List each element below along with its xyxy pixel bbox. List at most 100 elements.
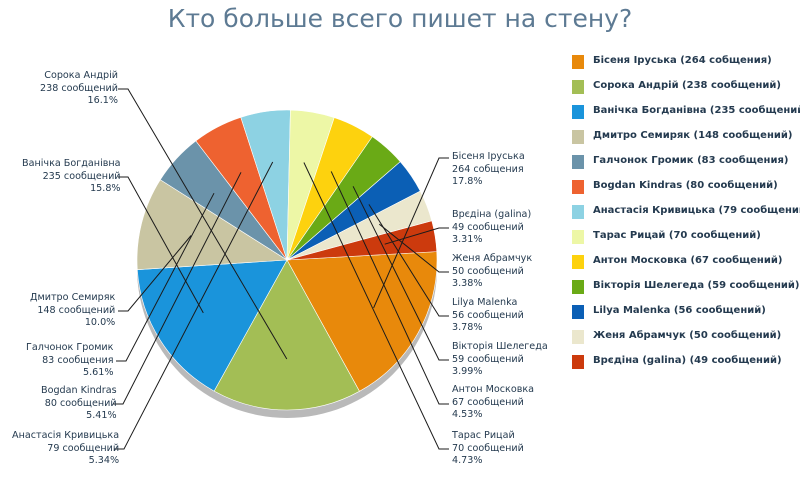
slice-label-count: 83 сообщения (42, 354, 114, 366)
legend-item: Анастасія Кривицька (79 сообщений) (571, 204, 800, 229)
slice-label-count: 50 сообщений (452, 265, 524, 277)
legend-swatch (572, 230, 584, 244)
slice-label-count: 80 сообщений (44, 397, 117, 409)
slice-label-count: 79 сообщений (47, 442, 120, 454)
slice-label-name: Bogdan Kindras (41, 385, 117, 396)
legend-item: Bogdan Kindras (80 сообщений) (571, 179, 800, 204)
legend-label: Анастасія Кривицька (79 сообщений) (593, 205, 800, 216)
slice-label-name: Сорока Андрій (44, 70, 118, 81)
slice-label: Вікторія Шелегеда 59 сообщений 3.99% (452, 341, 548, 379)
legend-label: Женя Абрамчук (50 сообщений) (593, 330, 782, 341)
slice-label-name: Тарас Рицай (452, 430, 515, 441)
legend-swatch (572, 55, 584, 69)
slice-label-percent: 16.1% (87, 95, 118, 106)
legend-swatch (572, 180, 584, 194)
slice-label: Антон Московка 67 сообщений 4.53% (452, 384, 534, 422)
slice-label-percent: 5.41% (86, 410, 117, 421)
legend-label: Антон Московка (67 сообщений) (593, 255, 783, 266)
slice-label-name: Бісеня Іруська (452, 151, 525, 162)
leader-line-6 (113, 172, 242, 405)
legend-item: Lilya Malenka (56 сообщений) (571, 304, 800, 329)
slice-label-percent: 10.0% (84, 317, 116, 328)
legend-swatch (572, 130, 584, 144)
legend-item: Сорока Андрій (238 сообщений) (571, 79, 800, 104)
slice-label: Lilya Malenka 56 сообщений 3.78% (452, 297, 524, 335)
slice-label-name: Дмитро Семиряк (30, 292, 116, 303)
leader-line-7 (114, 161, 274, 450)
legend-item: Женя Абрамчук (50 сообщений) (571, 329, 800, 354)
slice-label: Анастасія Кривицька 79 сообщений 5.34% (12, 430, 119, 468)
slice-label-percent: 4.73% (452, 455, 483, 466)
legend-swatch (572, 255, 584, 269)
slice-label-count: 70 сообщений (452, 442, 524, 454)
legend-swatch (572, 105, 584, 119)
leader-line-2 (118, 88, 288, 360)
slice-label-count: 56 сообщений (452, 309, 524, 321)
legend-swatch (572, 355, 584, 369)
leader-line-10 (352, 186, 449, 361)
legend-label: Сорока Андрій (238 сообщений) (593, 80, 781, 91)
pie-slice-1 (286, 251, 438, 392)
legend-item: Врєдіна (galina) (49 сообщений) (571, 354, 800, 379)
slice-label-name: Женя Абрамчук (452, 253, 533, 264)
legend-item: Дмитро Семиряк (148 сообщений) (571, 129, 800, 154)
legend-label: Дмитро Семиряк (148 сообщений) (593, 130, 793, 141)
slice-label-name: Анастасія Кривицька (12, 430, 120, 441)
legend-label: Вікторія Шелегеда (59 сообщений) (593, 280, 800, 291)
slice-label-count: 59 сообщений (452, 353, 524, 365)
legend-label: Врєдіна (galina) (49 сообщений) (593, 355, 782, 366)
slice-label-count: 235 сообщений (42, 170, 121, 182)
legend-swatch (572, 280, 584, 294)
slice-label-name: Ванічка Богданівна (22, 158, 121, 169)
slice-label-name: Врєдіна (galina) (452, 209, 532, 220)
leader-line-5 (116, 192, 215, 362)
slice-label: Тарас Рицай 70 сообщений 4.73% (452, 430, 524, 468)
slice-label-name: Галчонок Громик (26, 342, 114, 353)
slice-label-percent: 5.34% (88, 455, 120, 466)
chart-title: Кто больше всего пишет на стену? (167, 4, 633, 33)
slice-label-percent: 15.8% (90, 183, 121, 194)
leader-line-8 (303, 162, 449, 450)
slice-label-count: 49 сообщений (452, 221, 524, 233)
slice-label: Сорока Андрій 238 сообщений 16.1% (40, 70, 118, 108)
legend-label: Тарас Рицай (70 сообщений) (593, 230, 761, 241)
legend: Бісеня Іруська (264 собщения) Сорока Андр… (571, 54, 800, 379)
slice-label-name: Антон Московка (452, 384, 535, 395)
slice-label-percent: 3.99% (452, 366, 483, 377)
legend-item: Ванічка Богданівна (235 сообщений) (571, 104, 800, 129)
pie-slice-3 (136, 259, 288, 392)
slice-label: Ванічка Богданівна 235 сообщений 15.8% (22, 158, 121, 196)
slice-label-percent: 3.38% (452, 278, 483, 289)
legend-swatch (572, 305, 584, 319)
slice-label-percent: 17.8% (452, 176, 483, 187)
leader-line-4 (118, 235, 192, 312)
legend-label: Bogdan Kindras (80 сообщений) (593, 180, 778, 191)
slice-label-name: Lilya Malenka (452, 297, 518, 308)
leader-line-9 (330, 171, 449, 405)
slice-label: Женя Абрамчук 50 сообщений 3.38% (452, 253, 532, 291)
slice-label-percent: 3.78% (452, 322, 483, 333)
leader-line-1 (373, 157, 449, 309)
legend-item: Бісеня Іруська (264 собщения) (571, 54, 800, 79)
slice-label-percent: 4.53% (452, 409, 483, 420)
slice-label: Врєдіна (galina) 49 сообщений 3.31% (452, 209, 531, 247)
pie-slice-13 (286, 220, 438, 261)
slice-label: Бісеня Іруська 264 собщения 17.8% (452, 151, 525, 189)
legend-label: Ванічка Богданівна (235 сообщений) (593, 105, 800, 116)
slice-label: Дмитро Семиряк 148 сообщений 10.0% (30, 292, 115, 330)
legend-item: Тарас Рицай (70 сообщений) (571, 229, 800, 254)
slice-label-count: 238 сообщений (40, 82, 118, 94)
leader-line-13 (384, 227, 449, 245)
slice-label-percent: 5.61% (82, 367, 114, 378)
slice-label-count: 264 собщения (452, 163, 524, 175)
legend-swatch (572, 80, 584, 94)
legend-swatch (572, 205, 584, 219)
legend-label: Галчонок Громик (83 сообщения) (593, 155, 789, 166)
slice-label-count: 67 сообщений (452, 396, 524, 408)
pie-slice-2 (213, 259, 360, 411)
legend-item: Антон Московка (67 сообщений) (571, 254, 800, 279)
legend-label: Бісеня Іруська (264 собщения) (593, 55, 772, 66)
legend-label: Lilya Malenka (56 сообщений) (593, 305, 766, 316)
legend-swatch (572, 330, 584, 344)
